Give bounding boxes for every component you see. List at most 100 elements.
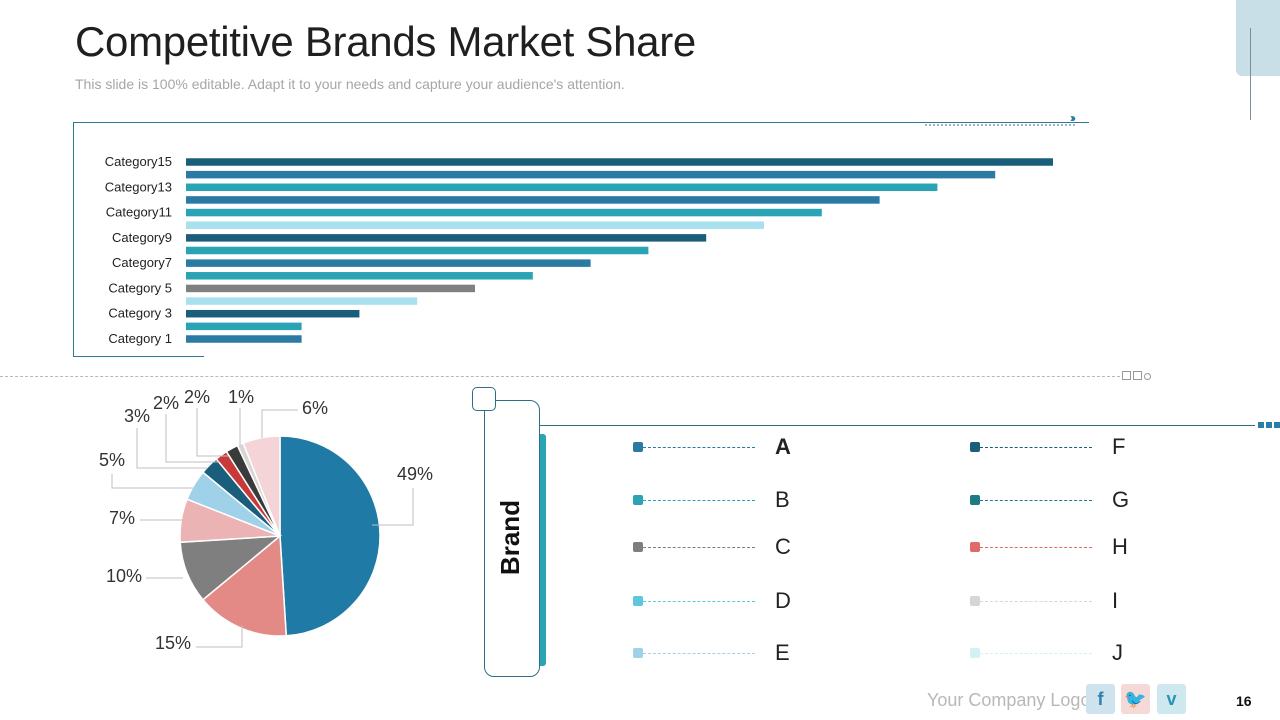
pie-value-label: 49% <box>397 464 433 484</box>
pie-value-label: 2% <box>153 393 179 413</box>
pie-value-label: 10% <box>106 566 142 586</box>
page-number: 16 <box>1236 693 1252 709</box>
pie-value-label: 7% <box>109 508 135 528</box>
brand-panel <box>484 400 540 677</box>
pie-leader-line <box>372 488 414 526</box>
rule-end-square-icon <box>1266 422 1272 428</box>
legend-swatch <box>633 442 643 452</box>
divider-circle-icon <box>1144 373 1151 380</box>
legend-dashed-line <box>643 653 755 654</box>
legend-label: A <box>775 434 791 459</box>
bar-3 <box>186 309 360 318</box>
legend-dashed-line <box>980 653 1092 654</box>
legend-dashed-line <box>980 500 1092 501</box>
page-title: Competitive Brands Market Share <box>75 18 696 65</box>
pie-slice-j <box>242 435 281 537</box>
bar-5 <box>186 284 475 293</box>
pie-leader-line <box>261 409 298 438</box>
bar-tick-label: Category 5 <box>108 280 172 295</box>
bar-chart: Category 1 Category 3 Category 5 Category7 C… <box>105 154 1053 346</box>
legend-dashed-line <box>980 447 1092 448</box>
legend-dashed-line <box>980 601 1092 602</box>
company-logo-text: Your Company Logo <box>927 690 1091 710</box>
section-divider <box>0 376 1120 377</box>
bar-8 <box>186 246 649 255</box>
bar-11 <box>186 208 822 217</box>
bar-tick-label: Category11 <box>106 205 172 220</box>
bar-6 <box>186 272 533 280</box>
pie-value-label: 3% <box>124 406 150 426</box>
legend-label: B <box>775 487 790 512</box>
bar-4 <box>186 297 418 305</box>
rule-end-square-icon <box>1274 422 1280 428</box>
pie-leader-line <box>136 428 207 469</box>
bar-13 <box>186 183 938 192</box>
twitter-icon[interactable]: 🐦 <box>1121 684 1150 714</box>
brand-panel-knob <box>472 387 496 411</box>
brand-label: Brand <box>495 499 526 576</box>
bar-chart-dotted-accent <box>925 118 1075 126</box>
pie-value-label: 5% <box>99 450 125 470</box>
bar-chart-frame <box>73 122 204 357</box>
vimeo-icon[interactable]: v <box>1157 684 1186 714</box>
legend-swatch <box>633 495 643 505</box>
legend-swatch <box>970 442 980 452</box>
legend-label: C <box>775 534 791 559</box>
legend-swatch <box>633 596 643 606</box>
legend-swatch <box>970 495 980 505</box>
rule-end-square-icon <box>1258 422 1264 428</box>
legend-dashed-line <box>643 547 755 548</box>
pie-value-label: 2% <box>184 387 210 407</box>
pie-value-label: 6% <box>302 398 328 418</box>
legend-label: H <box>1112 534 1128 559</box>
pie-leader-line <box>111 474 193 489</box>
legend-dashed-line <box>980 547 1092 548</box>
corner-tab <box>1236 0 1280 76</box>
legend-dashed-line <box>643 447 755 448</box>
divider-square-icon <box>1133 371 1142 380</box>
pie-slice-a <box>279 435 381 637</box>
pie-leader-line <box>165 414 219 463</box>
pie-leader-line <box>196 625 243 648</box>
legend-dashed-line <box>643 500 755 501</box>
pie-value-label: 15% <box>155 633 191 653</box>
bar-tick-label: Category15 <box>105 154 172 169</box>
pie-value-label: 1% <box>228 387 254 407</box>
brand-label-wrap: Brand <box>484 400 538 675</box>
bar-2 <box>186 322 302 331</box>
bar-tick-label: Category 1 <box>108 331 172 346</box>
bar-14 <box>186 170 996 179</box>
legend-label: D <box>775 588 791 613</box>
bar-7 <box>186 259 591 267</box>
legend-label: G <box>1112 487 1130 512</box>
bar-tick-label: Category9 <box>112 230 172 245</box>
facebook-icon[interactable]: f <box>1086 684 1115 714</box>
pie-leader-line <box>196 408 228 457</box>
bar-12 <box>186 196 880 204</box>
bar-tick-label: Category7 <box>112 255 172 270</box>
corner-accent-line <box>1250 28 1251 120</box>
bar-tick-label: Category 3 <box>108 306 172 321</box>
legend-label: F <box>1112 434 1126 459</box>
bar-15 <box>186 158 1053 166</box>
legend-label: J <box>1112 640 1123 665</box>
legend-swatch <box>970 648 980 658</box>
bar-chart-top-rule <box>73 122 1089 123</box>
legend-label: E <box>775 640 790 665</box>
divider-square-icon <box>1122 371 1131 380</box>
bar-tick-label: Category13 <box>105 179 172 194</box>
bar-1 <box>186 335 302 343</box>
legend-label: I <box>1112 588 1119 613</box>
legend-swatch <box>633 542 643 552</box>
pie-slice-b <box>201 534 288 637</box>
legend-swatch <box>970 542 980 552</box>
legend-swatch <box>970 596 980 606</box>
brand-accent-bar <box>538 434 546 666</box>
legend-dashed-line <box>643 601 755 602</box>
page-subtitle: This slide is 100% editable. Adapt it to… <box>75 76 625 92</box>
bar-10 <box>186 221 764 229</box>
bar-9 <box>186 234 707 242</box>
legend-swatch <box>633 648 643 658</box>
brand-header-rule <box>487 425 1255 426</box>
